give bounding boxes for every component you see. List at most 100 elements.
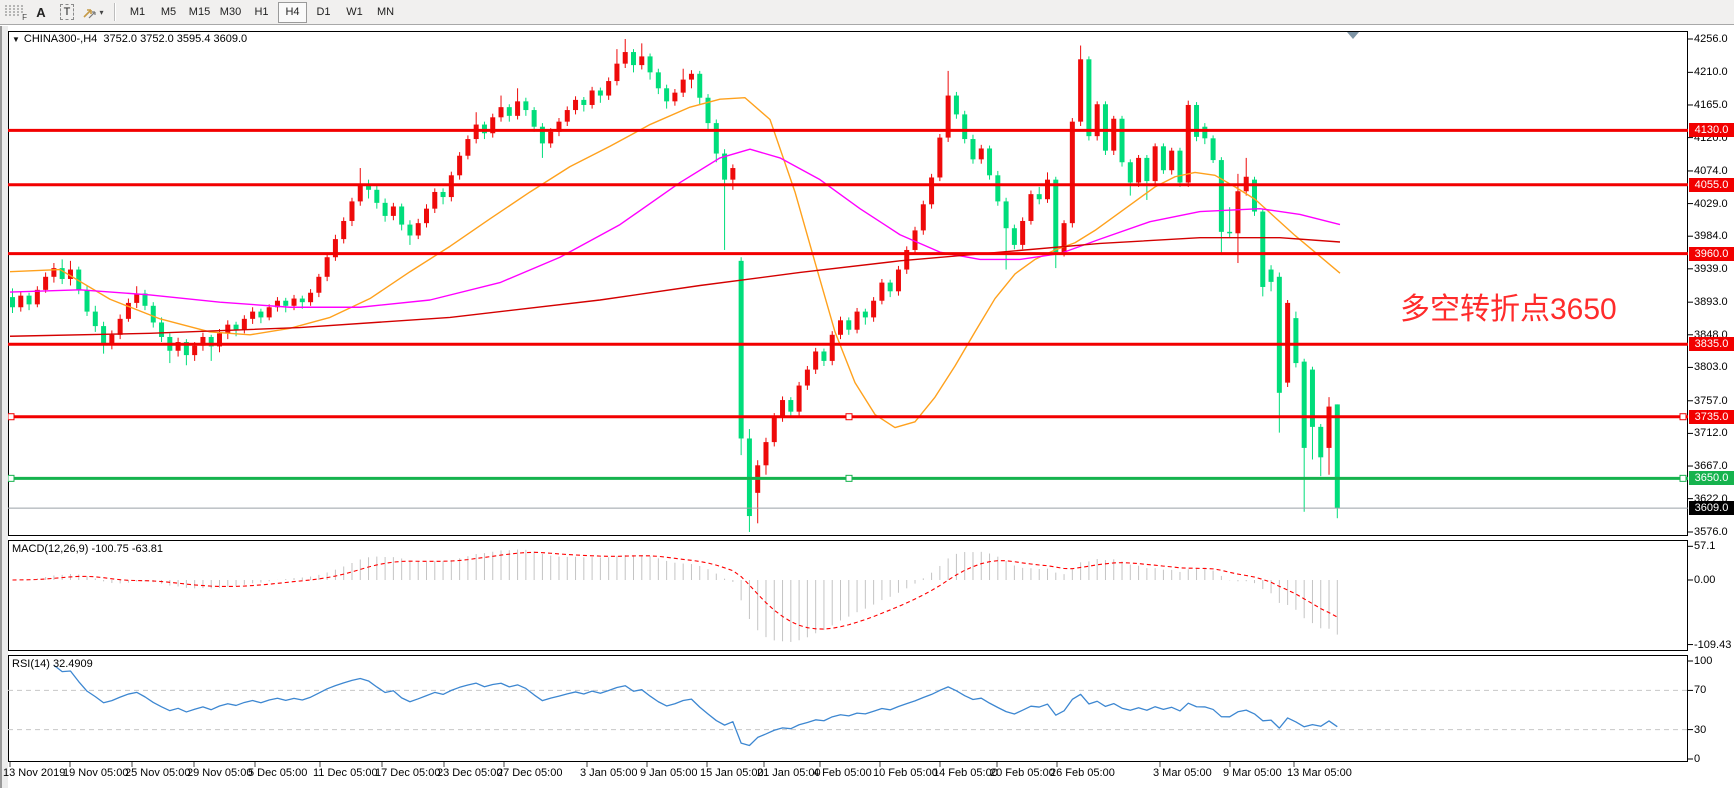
date-label: 3 Jan 05:00 [580, 767, 638, 779]
candle-body [1127, 162, 1133, 183]
candle-body [1293, 318, 1299, 364]
chart-window: 4256.0 4210.0 4165.0 4120.0 4074.0 4029.0 3984… [0, 26, 1734, 788]
candle-body [150, 305, 156, 323]
candle-body [26, 295, 32, 305]
main-panel[interactable] [8, 31, 1688, 536]
arrows-icon [83, 8, 97, 18]
candle-body [225, 324, 231, 334]
date-label: 4 Feb 05:00 [813, 767, 872, 779]
window-left-edge [0, 26, 8, 788]
candle-body [457, 155, 463, 176]
timeframe-button-M15[interactable]: M15 [188, 5, 211, 18]
candle-body [92, 311, 98, 327]
candle-body [1036, 194, 1042, 200]
candle-body [366, 184, 372, 190]
candle-body [332, 239, 338, 258]
candle-body [1276, 276, 1282, 393]
hline-handle[interactable] [1679, 413, 1687, 421]
candle-body [912, 230, 918, 250]
candle-body [622, 52, 628, 64]
date-axis[interactable]: 13 Nov 2019 19 Nov 05:00 25 Nov 05:00 29 No… [0, 763, 1734, 788]
timeframe-button-M30[interactable]: M30 [219, 5, 242, 18]
chart-canvas[interactable] [0, 26, 1734, 788]
candle-body [804, 369, 810, 386]
arrows-tool-button[interactable]: ▾ [81, 1, 105, 23]
timeframe-button-H4[interactable]: H4 [278, 1, 307, 23]
macd-indicator-label: MACD(12,26,9) -100.75 -63.81 [12, 543, 164, 555]
candle-body [241, 318, 247, 330]
candle-body [316, 276, 322, 293]
chart-title: ▼ CHINA300-,H4 3752.0 3752.0 3595.4 3609.… [12, 33, 247, 45]
ma-mid-line [9, 148, 1341, 308]
candle-body [1210, 138, 1216, 161]
hline-handle[interactable] [8, 413, 15, 421]
chart-shift-marker[interactable] [1347, 32, 1359, 39]
candle-body [531, 110, 537, 127]
date-label: 19 Nov 05:00 [63, 767, 129, 779]
candle-body [945, 95, 951, 138]
candle-body [639, 56, 645, 66]
candle-body [688, 73, 694, 80]
symbol-dropdown-icon[interactable]: ▼ [12, 35, 20, 44]
candle-body [192, 345, 198, 356]
date-label: 15 Jan 05:00 [700, 767, 764, 779]
candle-body [730, 168, 736, 180]
candle-body [631, 52, 636, 66]
price-axis[interactable] [1688, 26, 1734, 763]
candle-body [407, 224, 413, 236]
candle-body [1309, 369, 1315, 427]
timeframe-button-M5[interactable]: M5 [160, 5, 177, 18]
candle-body [490, 117, 496, 134]
candle-body [134, 293, 140, 303]
text-tool-button[interactable]: T [55, 1, 79, 23]
grip-dots-icon [5, 5, 23, 16]
candle-body [722, 153, 728, 180]
candle-body [548, 131, 554, 144]
hline-handle[interactable] [1679, 474, 1687, 482]
candle-body [829, 334, 835, 361]
candle-body [349, 201, 355, 221]
candle-body [200, 336, 206, 346]
candle-body [1061, 223, 1067, 253]
date-label: 21 Jan 05:00 [757, 767, 821, 779]
candle-body [291, 298, 297, 306]
timeframe-button-D1[interactable]: D1 [316, 5, 331, 18]
candle-body [1194, 104, 1200, 137]
candle-body [556, 121, 562, 132]
candle-body [506, 107, 512, 116]
candle-body [1078, 59, 1084, 122]
grip-f-label: F [22, 13, 27, 22]
candle-body [788, 400, 794, 412]
timeframe-button-W1[interactable]: W1 [346, 5, 363, 18]
toolbar-drag-handle[interactable]: F [2, 2, 28, 22]
macd-panel[interactable] [8, 540, 1688, 651]
candle-body [1169, 150, 1175, 171]
timeframe-button-H1[interactable]: H1 [254, 5, 269, 18]
date-label: 14 Feb 05:00 [933, 767, 998, 779]
label-tool-button[interactable]: A [36, 4, 46, 20]
rsi-panel[interactable] [8, 655, 1688, 762]
date-label: 25 Nov 05:00 [125, 767, 191, 779]
hline-handle[interactable] [845, 413, 853, 421]
chart-text-annotation[interactable]: 多空转折点3650 [1400, 293, 1617, 326]
date-label: 11 Dec 05:00 [313, 767, 378, 779]
candle-body [208, 336, 214, 347]
candle-body [995, 175, 1001, 202]
candle-body [978, 148, 984, 160]
toolbar: F A T ▾ M1 M5 M15 M30 H1 H4 D1 W1 MN [0, 0, 1734, 25]
date-label: 13 Mar 05:00 [1287, 767, 1352, 779]
hline-handle[interactable] [8, 474, 15, 482]
candle-body [1136, 157, 1142, 183]
candle-body [680, 79, 686, 93]
chart-graphics[interactable] [0, 26, 1734, 788]
date-label: 17 Dec 05:00 [375, 767, 441, 779]
candle-body [1160, 146, 1166, 171]
timeframe-button-MN[interactable]: MN [376, 5, 395, 18]
candle-body [647, 56, 653, 73]
candle-body [697, 73, 703, 98]
timeframe-button-M1[interactable]: M1 [129, 5, 146, 18]
hline-handle[interactable] [845, 474, 853, 482]
candle-body [217, 333, 222, 347]
candle-body [440, 191, 446, 198]
candle-body [424, 208, 429, 224]
